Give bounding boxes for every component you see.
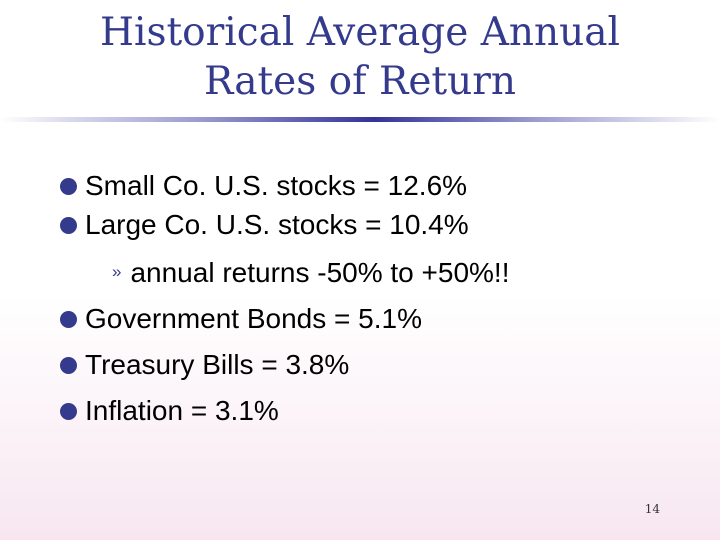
bullet-dot-icon xyxy=(60,310,77,328)
bullet-item-treasury-bills: Treasury Bills = 3.8% xyxy=(60,346,349,384)
sub-bullet-text: annual returns -50% to +50%!! xyxy=(130,257,510,288)
bullet-text: Government Bonds = 5.1% xyxy=(85,303,422,334)
bullet-dot-icon xyxy=(60,402,77,420)
bullet-dot-icon xyxy=(60,356,77,374)
title-line-1: Historical Average Annual xyxy=(99,10,620,55)
bullet-dot-icon xyxy=(60,216,77,234)
sub-bullet-icon: » xyxy=(112,262,122,281)
bullet-item-small-co: Small Co. U.S. stocks = 12.6% xyxy=(60,167,467,205)
bullet-text: Treasury Bills = 3.8% xyxy=(85,349,350,380)
slide-title: Historical Average Annual Rates of Retur… xyxy=(60,8,660,106)
bullet-item-inflation: Inflation = 3.1% xyxy=(60,392,279,430)
sub-bullet-item: » annual returns -50% to +50%!! xyxy=(112,254,509,292)
bullet-text: Inflation = 3.1% xyxy=(85,395,279,426)
bullet-item-large-co: Large Co. U.S. stocks = 10.4% xyxy=(60,206,469,244)
bullet-dot-icon xyxy=(60,177,77,195)
title-divider xyxy=(0,117,720,122)
title-line-2: Rates of Return xyxy=(204,59,516,104)
page-number: 14 xyxy=(644,502,660,516)
bullet-text: Small Co. U.S. stocks = 12.6% xyxy=(85,170,468,201)
bullet-item-government-bonds: Government Bonds = 5.1% xyxy=(60,300,422,338)
bullet-text: Large Co. U.S. stocks = 10.4% xyxy=(85,209,469,240)
